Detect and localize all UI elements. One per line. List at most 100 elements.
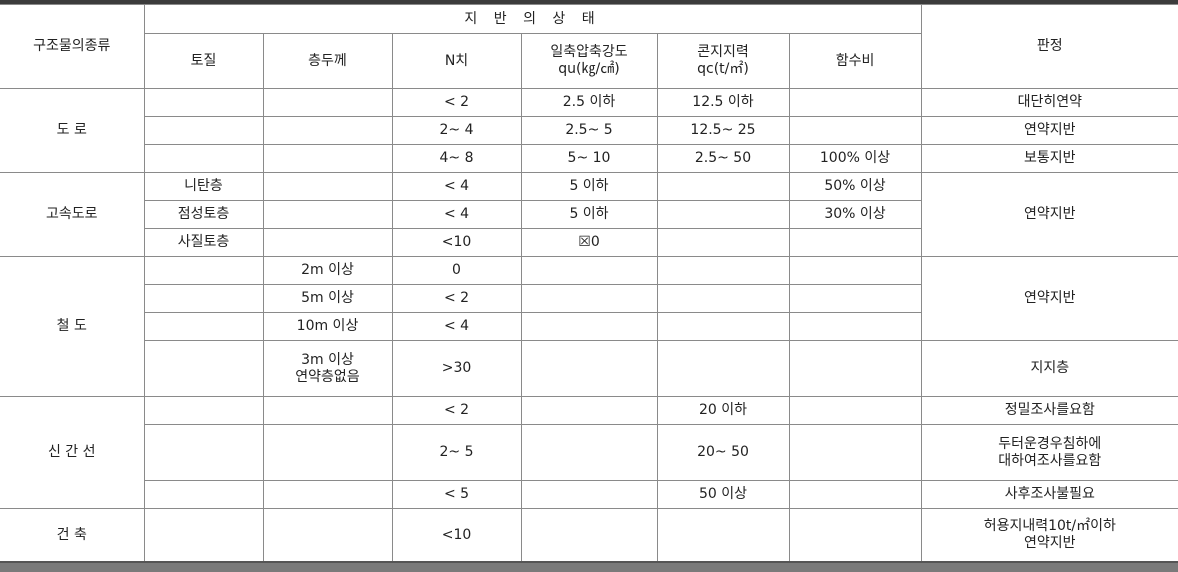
table-row: 도 로 < 2 2.5 이하 12.5 이하 대단히연약 <box>0 88 1178 173</box>
cell-thickness <box>262 480 393 509</box>
cell-soil <box>143 508 264 562</box>
header-ground-state: 지 반 의 상 태 <box>143 4 922 34</box>
group-name-highway: 고속도로 <box>0 172 145 257</box>
cell-qc <box>656 284 790 313</box>
cell-judgment: 허용지내력10t/㎡이하 연약지반 <box>920 508 1178 562</box>
cell-thickness <box>262 116 393 145</box>
cell-qc <box>656 172 790 201</box>
cell-water: 50% 이상 <box>788 172 922 201</box>
cell-qc: 20 이하 <box>656 396 790 425</box>
table-row: 철 도 2m 이상 0 연약지반 <box>0 256 1178 397</box>
cell-qc <box>656 256 790 285</box>
header-n-value: N치 <box>391 33 522 89</box>
cell-soil <box>144 480 264 509</box>
cell-qu <box>520 480 658 509</box>
cell-judgment: 대단히연약 <box>920 88 1178 117</box>
cell-qu <box>520 396 658 425</box>
table-row: 고속도로 니탄층 < 4 5 이하 50% 이상 연약지반 <box>0 172 1178 257</box>
header-soil: 토질 <box>144 33 264 89</box>
cell-water <box>788 480 922 509</box>
cell-soil <box>143 88 264 117</box>
cell-judgment: 연약지반 <box>920 256 1178 341</box>
cell-water <box>788 424 922 481</box>
cell-soil <box>144 284 264 313</box>
cell-qu <box>520 424 658 481</box>
cell-judgment: 정밀조사를요함 <box>920 396 1178 425</box>
table-row: 5m 이상 < 2 <box>0 284 1178 313</box>
cell-judgment: 사후조사불필요 <box>920 480 1178 509</box>
cell-soil <box>144 144 264 173</box>
cell-judgment: 지지층 <box>920 340 1178 397</box>
table-row: 건 축 <10 허용지내력10t/㎡이하 연약지반 <box>0 508 1178 562</box>
header-water-content: 함수비 <box>788 33 922 89</box>
cell-water: 30% 이상 <box>788 200 922 229</box>
cell-qc <box>656 228 790 257</box>
cell-n: < 5 <box>391 480 522 509</box>
cell-qu: 2.5~ 5 <box>520 116 658 145</box>
group-name-railway: 철 도 <box>0 256 145 397</box>
table-row: 3m 이상 연약층없음 >30 지지층 <box>0 340 1178 397</box>
cell-soil <box>143 256 264 285</box>
ground-condition-table: 구조물의종류 지 반 의 상 태 판정 토질 층두께 N치 일축압축강도 qu(… <box>0 4 1178 562</box>
header-judgment: 판정 <box>920 4 1178 89</box>
cell-n: < 4 <box>391 200 522 229</box>
cell-qu <box>520 256 658 285</box>
cell-water <box>788 88 922 117</box>
cell-n: < 2 <box>391 88 522 117</box>
table-row: < 5 50 이상 사후조사불필요 <box>0 480 1178 509</box>
cell-water <box>788 508 922 562</box>
cell-n: 0 <box>391 256 522 285</box>
cell-qc: 12.5~ 25 <box>656 116 790 145</box>
cell-n: < 2 <box>391 396 522 425</box>
cell-water <box>788 396 922 425</box>
cell-qu: 5~ 10 <box>520 144 658 173</box>
bottom-border <box>0 561 1178 563</box>
group-name-shinkansen: 신 간 선 <box>0 396 145 509</box>
cell-soil: 사질토층 <box>144 228 264 257</box>
cell-thickness <box>262 88 393 117</box>
cell-qc: 20~ 50 <box>656 424 790 481</box>
cell-qc: 50 이상 <box>656 480 790 509</box>
cell-water: 100% 이상 <box>788 144 922 173</box>
cell-judgment: 연약지반 <box>920 172 1178 257</box>
cell-qu: 5 이하 <box>520 200 658 229</box>
cell-qu: 5 이하 <box>520 172 658 201</box>
table-row: 신 간 선 < 2 20 이하 정밀조사를요함 <box>0 396 1178 509</box>
bottom-bar <box>0 563 1178 572</box>
cell-n: 4~ 8 <box>391 144 522 173</box>
cell-n: < 4 <box>391 312 522 341</box>
cell-soil: 점성토층 <box>144 200 264 229</box>
cell-thickness: 10m 이상 <box>262 312 393 341</box>
cell-soil: 니탄층 <box>143 172 264 201</box>
cell-soil <box>144 312 264 341</box>
cell-thickness: 5m 이상 <box>262 284 393 313</box>
cell-qu <box>520 312 658 341</box>
cell-water <box>788 340 922 397</box>
cell-thickness <box>262 508 393 562</box>
header-qc: 콘지지력 qc(t/㎡) <box>656 33 790 89</box>
cell-qc <box>656 200 790 229</box>
cell-qc <box>656 340 790 397</box>
cell-thickness <box>262 424 393 481</box>
cell-n: <10 <box>391 228 522 257</box>
cell-thickness: 3m 이상 연약층없음 <box>262 340 393 397</box>
header-qu: 일축압축강도 qu(㎏/㎠) <box>520 33 658 89</box>
cell-qc <box>656 312 790 341</box>
cell-n: <10 <box>391 508 522 562</box>
cell-judgment: 연약지반 <box>920 116 1178 145</box>
group-name-road: 도 로 <box>0 88 145 173</box>
cell-n: < 4 <box>391 172 522 201</box>
cell-qc <box>656 508 790 562</box>
cell-qu: ☒0 <box>520 228 658 257</box>
table-row: 4~ 8 5~ 10 2.5~ 50 100% 이상 보통지반 <box>0 144 1178 173</box>
cell-thickness <box>262 396 393 425</box>
header-thickness: 층두께 <box>262 33 393 89</box>
cell-n: < 2 <box>391 284 522 313</box>
cell-soil <box>143 396 264 425</box>
header-structure-type: 구조물의종류 <box>0 4 145 89</box>
cell-qu <box>520 284 658 313</box>
cell-soil <box>144 340 264 397</box>
group-name-building: 건 축 <box>0 508 145 562</box>
cell-judgment: 보통지반 <box>920 144 1178 173</box>
cell-qu <box>520 508 658 562</box>
